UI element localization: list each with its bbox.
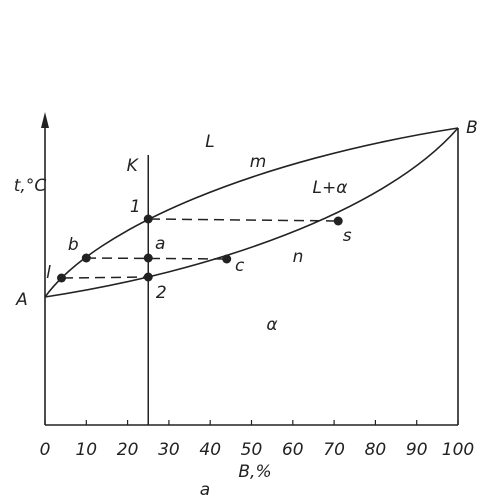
x-tick-label: 0 [40, 440, 51, 460]
x-tick-label: 40 [199, 440, 221, 460]
region-label: α [266, 315, 277, 335]
x-tick-label: 100 [442, 440, 474, 460]
end-label: B [466, 118, 478, 138]
end-label: A [15, 290, 28, 310]
point-label: 1 [130, 197, 141, 217]
point-label: c [235, 256, 245, 276]
tie-line [62, 276, 151, 279]
point [57, 273, 67, 283]
x-tick-label: 20 [117, 440, 139, 460]
x-tick-label: 70 [323, 440, 345, 460]
point-label: l [46, 263, 51, 283]
point [143, 272, 153, 282]
point [333, 216, 343, 226]
point [222, 254, 232, 264]
curve-label: n [293, 247, 304, 267]
region-label: L+α [313, 178, 348, 198]
x-tick-label: 30 [158, 440, 180, 460]
caption: a [200, 480, 210, 500]
point-label: b [68, 235, 79, 255]
x-tick-label: 90 [406, 440, 428, 460]
liquidus-curve [44, 127, 459, 298]
point-label: a [155, 234, 165, 254]
point-label: 2 [156, 283, 167, 303]
point [143, 253, 153, 263]
solidus-curve [44, 127, 459, 298]
point-label: s [343, 226, 352, 246]
alloy-label: K [127, 156, 140, 176]
x-tick-label: 80 [365, 440, 387, 460]
tie-line [85, 257, 231, 260]
x-axis-label: B,% [238, 462, 271, 482]
point [81, 253, 91, 263]
x-tick-label: 50 [241, 440, 263, 460]
curve-label: m [250, 152, 267, 172]
point [143, 214, 153, 224]
x-tick-label: 60 [282, 440, 304, 460]
y-axis-arrow [41, 112, 49, 128]
region-label: L [205, 132, 214, 152]
y-axis-label: t,°C [14, 176, 47, 196]
x-tick-label: 10 [75, 440, 97, 460]
